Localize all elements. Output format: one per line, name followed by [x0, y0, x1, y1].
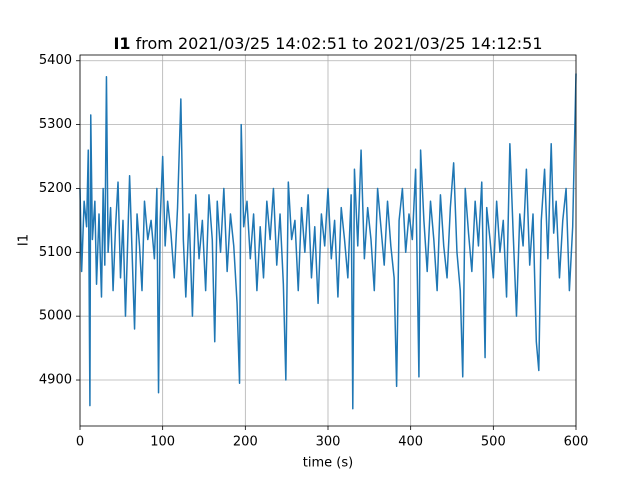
- x-axis-label: time (s): [303, 456, 353, 471]
- x-tick-label: 600: [564, 435, 589, 450]
- y-axis-label: I1: [17, 234, 32, 246]
- y-tick-label: 5400: [39, 53, 72, 68]
- line-series: [79, 73, 577, 410]
- title-bold: I1: [113, 34, 130, 53]
- chart-title: I1 from 2021/03/25 14:02:51 to 2021/03/2…: [113, 34, 542, 53]
- x-tick-label: 0: [76, 435, 84, 450]
- y-tick-label: 5200: [39, 181, 72, 196]
- y-tick-label: 5000: [39, 309, 72, 324]
- x-tick-label: 200: [233, 435, 258, 450]
- x-tick-label: 300: [316, 435, 341, 450]
- title-rest: from 2021/03/25 14:02:51 to 2021/03/25 1…: [136, 34, 543, 53]
- y-tick-label: 5300: [39, 117, 72, 132]
- x-tick-label: 400: [398, 435, 423, 450]
- plot-frame: [79, 54, 577, 427]
- y-tick-label: 4900: [39, 373, 72, 388]
- x-tick-label: 100: [150, 435, 175, 450]
- y-tick-label: 5100: [39, 245, 72, 260]
- x-tick-label: 500: [481, 435, 506, 450]
